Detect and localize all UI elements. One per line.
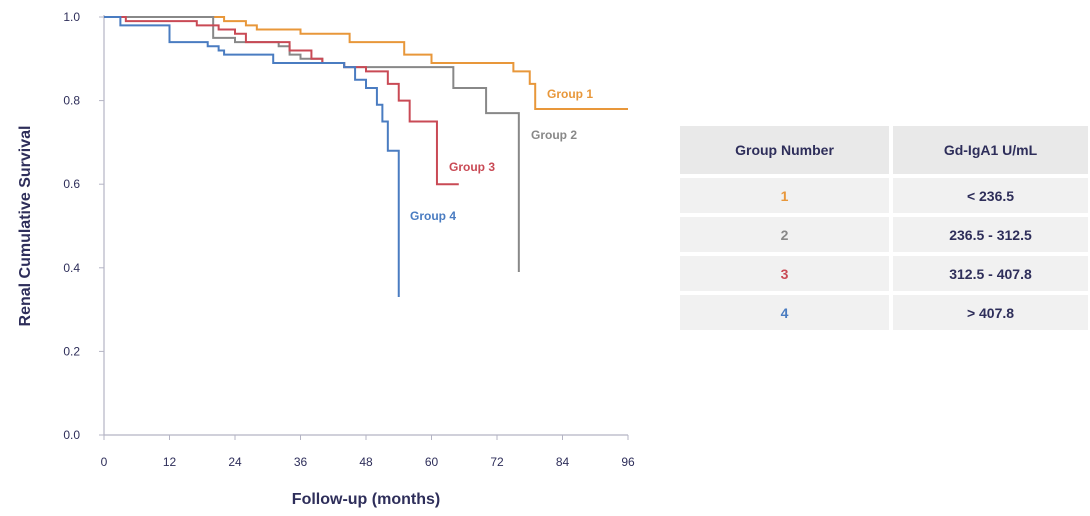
header-group-number: Group Number bbox=[680, 126, 889, 174]
x-tick-label: 84 bbox=[556, 455, 570, 469]
x-tick-label: 36 bbox=[294, 455, 308, 469]
x-tick-label: 24 bbox=[228, 455, 242, 469]
y-tick-label: 1.0 bbox=[63, 10, 80, 24]
series-label-group-1: Group 1 bbox=[547, 87, 593, 101]
table-row: 4 > 407.8 bbox=[680, 295, 1088, 330]
value-cell-3: 312.5 - 407.8 bbox=[893, 256, 1088, 291]
y-tick-label: 0.2 bbox=[63, 344, 80, 358]
series-label-group-2: Group 2 bbox=[531, 128, 577, 142]
x-tick-label: 60 bbox=[425, 455, 439, 469]
x-tick-label: 96 bbox=[621, 455, 635, 469]
series-label-group-4: Group 4 bbox=[410, 209, 456, 223]
axes: 0 12 24 36 48 60 72 84 96 0.0 0.2 0.4 0.6 0.8 1.0 bbox=[63, 10, 635, 469]
group-cell-1: 1 bbox=[680, 178, 889, 213]
series-lines bbox=[104, 16, 628, 298]
table-row: 2 236.5 - 312.5 bbox=[680, 217, 1088, 252]
y-axis-title: Renal Cumulative Survival bbox=[17, 126, 34, 327]
group-legend-table: Group Number Gd-IgA1 U/mL 1 < 236.5 2 23… bbox=[676, 122, 1090, 334]
table-row: 1 < 236.5 bbox=[680, 178, 1088, 213]
table-row: 3 312.5 - 407.8 bbox=[680, 256, 1088, 291]
group-cell-4: 4 bbox=[680, 295, 889, 330]
series-line-group-3 bbox=[104, 16, 459, 186]
group-cell-2: 2 bbox=[680, 217, 889, 252]
x-axis-title: Follow-up (months) bbox=[292, 491, 440, 508]
x-tick-label: 48 bbox=[359, 455, 373, 469]
survival-chart: 0 12 24 36 48 60 72 84 96 0.0 0.2 0.4 0.6 0.8 1.0 Grou… bbox=[17, 10, 635, 508]
table-header-row: Group Number Gd-IgA1 U/mL bbox=[680, 126, 1088, 174]
y-tick-label: 0.6 bbox=[63, 177, 80, 191]
series-line-group-4 bbox=[104, 16, 400, 298]
y-tick-label: 0.0 bbox=[63, 428, 80, 442]
x-tick-label: 12 bbox=[163, 455, 177, 469]
value-cell-4: > 407.8 bbox=[893, 295, 1088, 330]
header-gd-iga1: Gd-IgA1 U/mL bbox=[893, 126, 1088, 174]
series-line-group-1 bbox=[104, 16, 628, 110]
series-line-group-2 bbox=[104, 16, 520, 272]
value-cell-1: < 236.5 bbox=[893, 178, 1088, 213]
series-label-group-3: Group 3 bbox=[449, 160, 495, 174]
y-tick-label: 0.8 bbox=[63, 94, 80, 108]
value-cell-2: 236.5 - 312.5 bbox=[893, 217, 1088, 252]
group-cell-3: 3 bbox=[680, 256, 889, 291]
series-labels: Group 1 Group 2 Group 3 Group 4 bbox=[410, 87, 593, 223]
x-tick-label: 0 bbox=[101, 455, 108, 469]
y-tick-label: 0.4 bbox=[63, 261, 80, 275]
x-tick-label: 72 bbox=[490, 455, 504, 469]
